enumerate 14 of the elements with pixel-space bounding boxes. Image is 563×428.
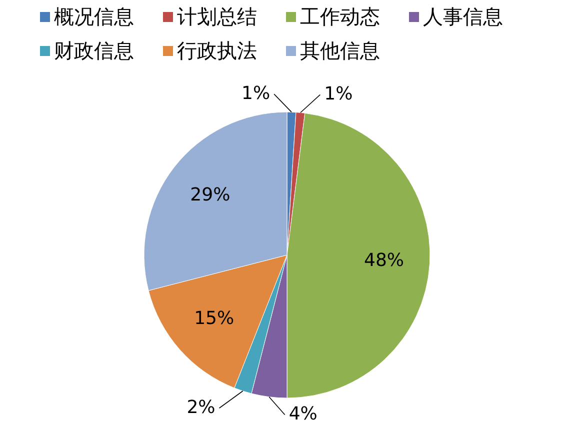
data-label: 4% [288, 404, 318, 425]
legend-label: 概况信息 [54, 4, 134, 28]
legend-label: 财政信息 [54, 38, 134, 62]
data-label: 2% [186, 397, 216, 418]
legend-label: 计划总结 [177, 4, 257, 28]
data-label: 1% [324, 84, 353, 105]
data-label: 29% [190, 184, 230, 206]
data-label: 48% [364, 250, 404, 272]
legend-label: 行政执法 [177, 38, 257, 62]
data-label: 15% [194, 308, 234, 330]
legend-label: 人事信息 [423, 4, 503, 28]
legend-label: 工作动态 [300, 4, 380, 28]
data-label: 1% [241, 83, 270, 104]
legend-label: 其他信息 [300, 38, 380, 62]
